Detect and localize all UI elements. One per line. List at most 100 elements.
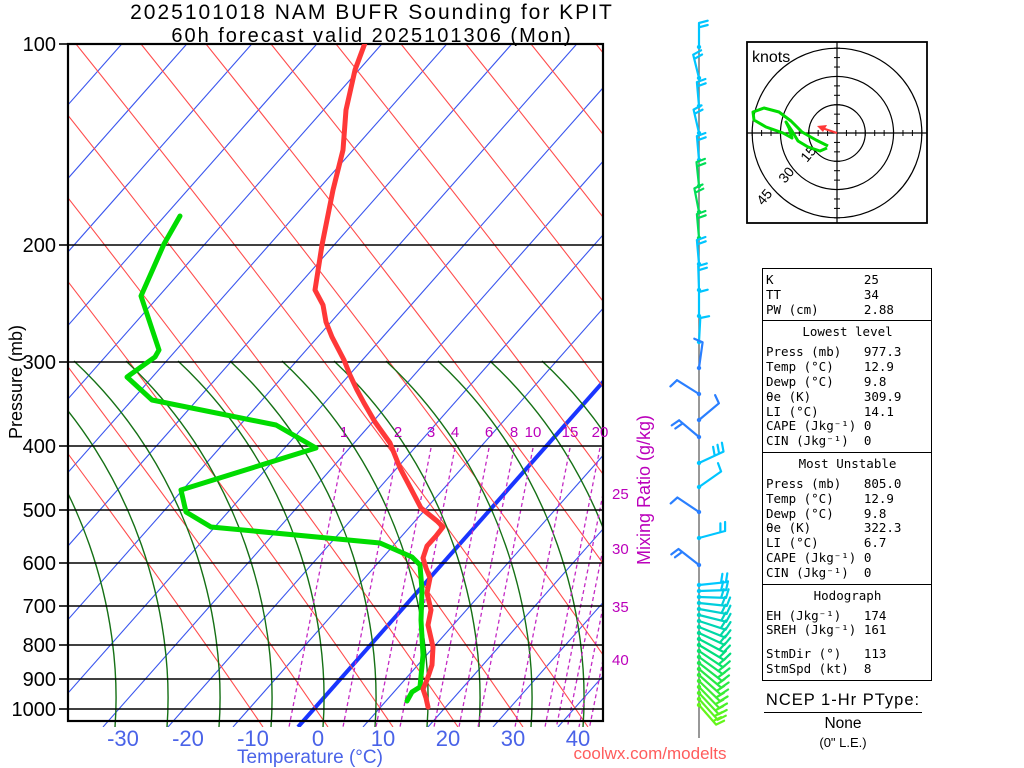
dry-adiabat (68, 196, 459, 727)
wind-barb-base-dot (696, 618, 702, 624)
wind-barb (695, 131, 707, 162)
mixing-ratio-label: 10 (525, 424, 542, 441)
wind-barb (695, 77, 707, 108)
pressure-tick-label: 200 (23, 235, 56, 257)
isotherm (427, 528, 603, 727)
indices-row: LI (°C) 14.1 (766, 403, 894, 419)
pressure-tick-label: 300 (23, 352, 56, 374)
title-line-2: 60h forecast valid 2025101306 (Mon) (171, 25, 573, 47)
indices-row: θe (K) 322.3 (766, 520, 902, 536)
wind-barb-base-dot (696, 672, 702, 678)
temperature-tick-label: -30 (107, 726, 139, 751)
pressure-tick-label: 400 (23, 436, 56, 458)
mixing-ratio-line (288, 447, 345, 727)
isotherm (68, 44, 253, 253)
isotherm (362, 454, 603, 727)
temperature-tick-label: -20 (172, 726, 204, 751)
dry-adiabat (400, 44, 603, 303)
moist-adiabat (68, 409, 169, 727)
isotherm (68, 44, 513, 547)
temperature-trace (312, 44, 446, 710)
moist-adiabat (437, 360, 585, 727)
wind-barb-base-dot (696, 624, 702, 630)
mixing-ratio-label: 3 (427, 424, 435, 441)
indices-section: K 25 TT 34 PW (cm) 2.88 (763, 269, 931, 320)
hodograph-trace (751, 106, 829, 153)
pressure-tick-label: 900 (23, 669, 56, 691)
wind-barb-base-dot (696, 612, 702, 618)
pressure-tick-label: 600 (23, 553, 56, 575)
dry-adiabat (68, 280, 394, 727)
indices-row: StmSpd (kt) 8 (766, 660, 872, 676)
ptype-heading: NCEP 1-Hr PType: (763, 691, 923, 713)
mixing-ratio-label: 35 (612, 599, 629, 616)
indices-section: Lowest level Press (mb) 977.3 Temp (°C) 12… (763, 320, 931, 452)
temperature-axis-label: Temperature (°C) (237, 747, 383, 768)
wind-barb-base-dot (696, 630, 702, 636)
dewpoint-trace (124, 213, 426, 704)
indices-row: Dewp (°C) 9.8 (766, 505, 887, 521)
mixing-ratio-label: 30 (612, 541, 629, 558)
ptype-block: NCEP 1-Hr PType: None (0" L.E.) (744, 691, 942, 750)
mixing-ratio-label: 6 (485, 424, 493, 441)
mixing-ratio-axis-label: Mixing Ratio (g/kg) (634, 415, 654, 565)
wind-barb-base-dot (696, 509, 702, 515)
temperature-tick-label: 20 (436, 726, 460, 751)
ptype-note: (0" L.E.) (819, 735, 867, 750)
watermark-link[interactable]: coolwx.com/modelts (573, 744, 726, 763)
moist-adiabat (385, 360, 533, 727)
wind-barb (697, 703, 726, 726)
indices-row: Temp (°C) 12.9 (766, 490, 894, 506)
wind-barb-base-dot (696, 460, 702, 466)
indices-row: Press (mb) 977.3 (766, 344, 902, 360)
isotherm (492, 601, 603, 727)
wind-barb-base-dot (696, 600, 702, 606)
wind-barb-base-dot (696, 588, 702, 594)
mixing-ratio-line (375, 447, 432, 727)
pressure-tick-label: 500 (23, 500, 56, 522)
indices-row: SREH (Jkg⁻¹) 161 (766, 622, 887, 638)
mixing-ratio-line (514, 447, 571, 727)
wind-barb (695, 209, 707, 240)
wind-barb (697, 580, 730, 593)
mixing-ratio-label: 40 (612, 652, 629, 669)
wind-barb-base-dot (696, 594, 702, 600)
wind-barb-base-dot (696, 44, 702, 50)
mixing-ratio-label: 4 (451, 424, 459, 441)
temperature-tick-label: 40 (566, 726, 590, 751)
temperature-tick-label: 30 (501, 726, 525, 751)
mixing-ratio-line (433, 447, 490, 727)
mixing-ratio-line (578, 606, 603, 727)
wind-barb (697, 315, 711, 344)
wind-barb-base-dot (696, 391, 702, 397)
wind-barb-base-dot (696, 562, 702, 568)
mixing-ratio-line (342, 447, 399, 727)
wind-barb (695, 157, 707, 188)
indices-row: TT 34 (766, 286, 879, 302)
wind-barb-base-dot (696, 666, 702, 672)
wind-barb (697, 262, 708, 292)
isotherm (68, 44, 188, 180)
moist-adiabat (73, 360, 221, 727)
wind-barb (693, 183, 705, 214)
hodograph-units-label: knots (752, 49, 790, 66)
moist-adiabat (177, 360, 325, 727)
isotherm (232, 307, 603, 727)
wind-barb-base-dot (696, 690, 702, 696)
wind-barb (670, 547, 701, 567)
dry-adiabat (986, 44, 1024, 727)
wind-barb-base-dot (696, 654, 702, 660)
indices-row: Press (mb) 805.0 (766, 475, 902, 491)
dry-adiabat (205, 44, 603, 565)
pressure-axis-label: Pressure (mb) (6, 325, 26, 439)
indices-row: Dewp (°C) 9.8 (766, 373, 887, 389)
wind-barb (697, 19, 709, 49)
wind-barb-base-dot (696, 684, 702, 690)
wind-barb (697, 572, 729, 587)
wind-barb (669, 496, 701, 514)
wind-barb (697, 520, 727, 540)
temperature-tick-label: 10 (371, 726, 395, 751)
mixing-ratio-label: 8 (510, 424, 518, 441)
isotherm (68, 44, 578, 621)
